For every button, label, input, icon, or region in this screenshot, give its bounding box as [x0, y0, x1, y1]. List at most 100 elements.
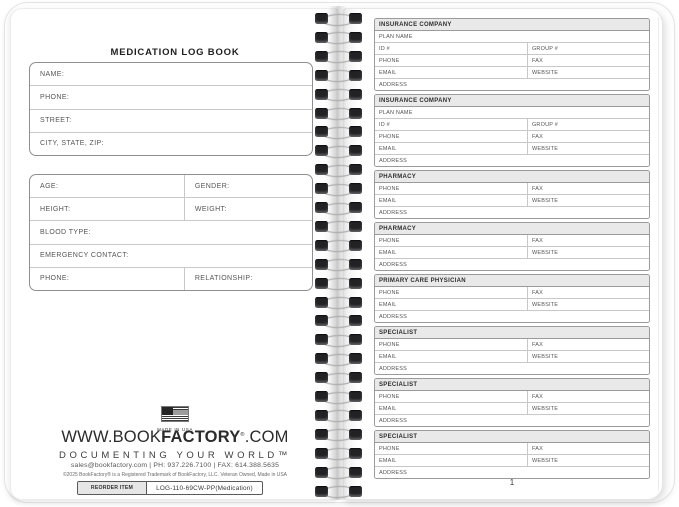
- binding-hole-right: [349, 428, 362, 440]
- binding-coil: [309, 123, 367, 140]
- field-label: FAX: [531, 393, 543, 400]
- binding-hole-left: [315, 183, 328, 195]
- field-website: WEBSITE: [526, 351, 649, 362]
- field-phone: PHONE: [375, 55, 527, 66]
- binding-coil: [309, 142, 367, 159]
- section-header: SPECIALIST: [375, 431, 649, 443]
- field-website: WEBSITE: [526, 403, 649, 414]
- field-label: ID #: [379, 121, 390, 128]
- field-label: EMAIL: [379, 197, 397, 204]
- section-specialist: SPECIALIST PHONE FAX EMAIL WEBSITE ADDRESS: [374, 378, 650, 427]
- field-label: GENDER:: [194, 182, 230, 190]
- field-label: FAX: [531, 341, 543, 348]
- field-fax: FAX: [526, 55, 649, 66]
- field-id-#: ID #: [375, 43, 527, 54]
- field-label: WEBSITE: [531, 249, 559, 256]
- field-website: WEBSITE: [526, 67, 649, 78]
- field-row: EMAIL WEBSITE: [375, 298, 649, 310]
- binding-hole-right: [349, 466, 362, 478]
- field-fax: FAX: [526, 235, 649, 246]
- field-fax: FAX: [526, 287, 649, 298]
- brand-tagline: DOCUMENTING YOUR WORLD™: [59, 450, 291, 461]
- field-label: FAX: [531, 445, 543, 452]
- usa-flag-icon: [161, 406, 189, 422]
- field-phone: PHONE:: [30, 86, 312, 108]
- field-label: EMERGENCY CONTACT:: [40, 252, 129, 260]
- field-label: EMAIL: [379, 145, 397, 152]
- binding-coil: [309, 10, 367, 27]
- field-label: PHONE: [379, 289, 400, 296]
- reorder-item-label: REORDER ITEM: [78, 482, 147, 494]
- binding-hole-left: [315, 391, 328, 402]
- field-row: PHONE FAX: [375, 183, 649, 194]
- section-title-label: PRIMARY CARE PHYSICIAN: [379, 277, 466, 284]
- field-email: EMAIL: [375, 299, 527, 310]
- binding-coil: [309, 426, 367, 443]
- form-row-phone: PHONE:: [30, 85, 312, 108]
- section-specialist: SPECIALIST PHONE FAX EMAIL WEBSITE ADDRESS: [374, 430, 650, 479]
- form-row-age-gender: AGE: GENDER:: [30, 175, 312, 198]
- section-pharmacy: PHARMACY PHONE FAX EMAIL WEBSITE ADDRESS: [374, 222, 650, 271]
- binding-hole-left: [315, 126, 328, 138]
- contact-info-box: NAME: PHONE: STREET: CITY, STATE, ZIP:: [29, 62, 313, 156]
- field-label: EMAIL: [379, 69, 397, 76]
- binding-hole-left: [315, 466, 328, 478]
- field-gender: GENDER:: [183, 175, 312, 198]
- form-row-emergency-contact: EMERGENCY CONTACT:: [30, 243, 312, 267]
- field-label: WEBSITE: [531, 197, 559, 204]
- binding-hole-right: [349, 391, 362, 402]
- field-row: EMAIL WEBSITE: [375, 402, 649, 414]
- field-row: EMAIL WEBSITE: [375, 350, 649, 362]
- field-label: FAX: [531, 185, 543, 192]
- url-suffix: .COM: [244, 428, 289, 446]
- field-label: PHONE:: [40, 93, 70, 101]
- field-fax: FAX: [526, 391, 649, 402]
- field-row: ID # GROUP #: [375, 42, 649, 54]
- binding-hole-left: [315, 277, 328, 289]
- binding-hole-right: [349, 50, 362, 62]
- url-brand: FACTORY: [161, 428, 241, 446]
- field-label: PHONE: [379, 393, 400, 400]
- field-row: ADDRESS: [375, 414, 649, 426]
- section-title-label: INSURANCE COMPANY: [379, 21, 452, 28]
- field-label: GROUP #: [531, 45, 559, 52]
- field-row: ADDRESS: [375, 154, 649, 166]
- binding-hole-left: [315, 164, 328, 176]
- field-label: PHONE: [379, 57, 400, 64]
- field-website: WEBSITE: [526, 247, 649, 258]
- section-title-label: PHARMACY: [379, 173, 417, 180]
- field-address: ADDRESS: [375, 467, 649, 478]
- field-age: AGE:: [30, 175, 184, 197]
- field-row: ADDRESS: [375, 258, 649, 270]
- field-label: EMAIL: [379, 249, 397, 256]
- field-label: ADDRESS: [379, 365, 407, 372]
- binding-hole-left: [315, 372, 328, 384]
- field-label: GROUP #: [531, 121, 559, 128]
- section-title-label: SPECIALIST: [379, 329, 418, 336]
- field-phone: PHONE: [375, 183, 527, 194]
- binding-hole-left: [315, 69, 328, 81]
- field-row: EMAIL WEBSITE: [375, 194, 649, 206]
- field-label: PHONE: [379, 185, 400, 192]
- binding-coil: [309, 29, 367, 46]
- field-row: PLAN NAME: [375, 31, 649, 42]
- copyright-line: ©2025 BookFactory® is a Registered Trade…: [62, 472, 288, 478]
- page-number: 1: [509, 478, 515, 487]
- field-height: HEIGHT:: [30, 198, 184, 220]
- field-row: PHONE FAX: [375, 130, 649, 142]
- field-website: WEBSITE: [526, 455, 649, 466]
- field-row: ADDRESS: [375, 78, 649, 90]
- binding-hole-right: [349, 315, 362, 327]
- section-title-label: SPECIALIST: [379, 381, 418, 388]
- binding-hole-left: [315, 88, 328, 100]
- binding-hole-right: [349, 258, 362, 270]
- binding-hole-right: [349, 88, 362, 100]
- field-address: ADDRESS: [375, 363, 649, 374]
- binding-coil: [309, 180, 367, 197]
- field-row: EMAIL WEBSITE: [375, 454, 649, 466]
- binding-coil: [309, 331, 367, 348]
- url-prefix: WWW.BOOK: [61, 428, 162, 446]
- section-insurance-company: INSURANCE COMPANY PLAN NAME ID # GROUP # PHO…: [374, 18, 650, 91]
- binding-hole-left: [315, 353, 328, 365]
- field-label: ADDRESS: [379, 209, 407, 216]
